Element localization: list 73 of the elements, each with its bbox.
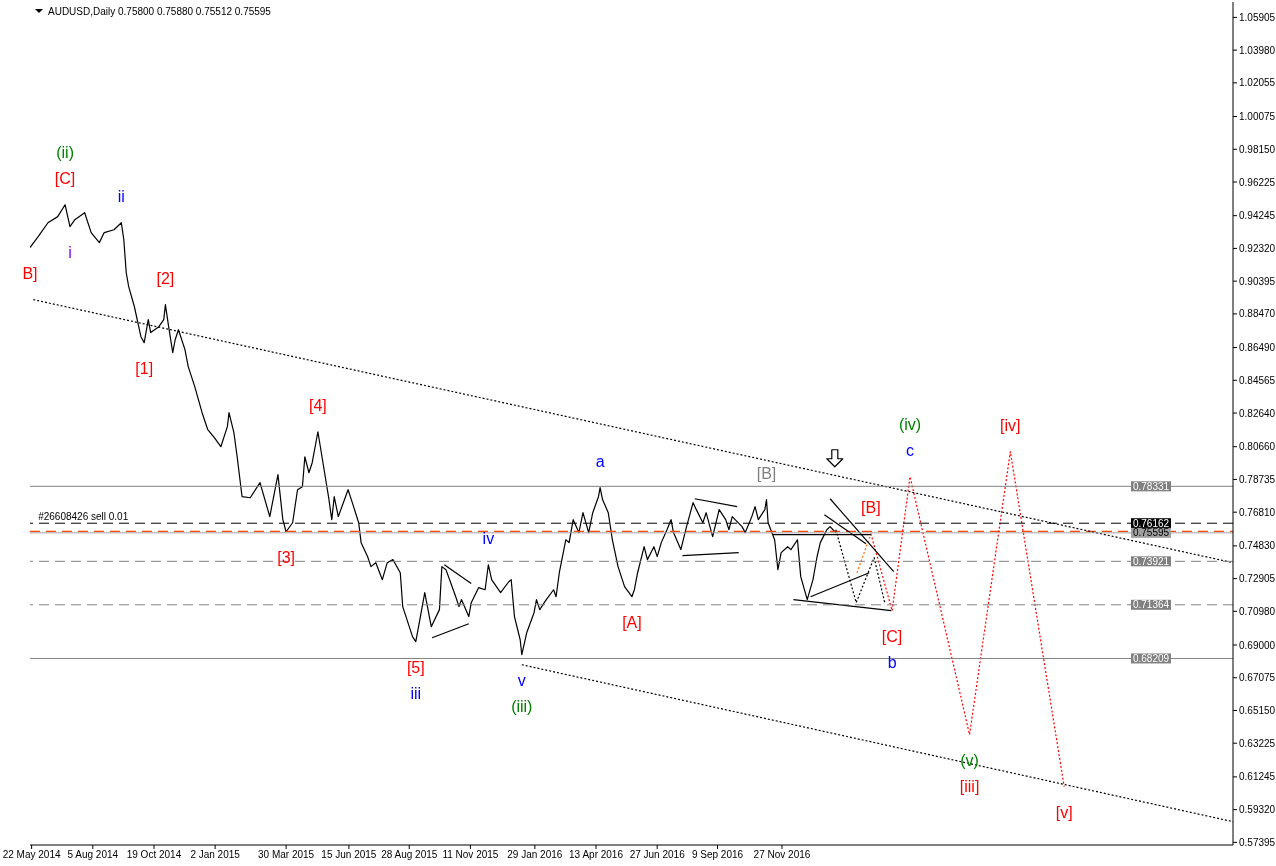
y-tick-label: 1.02055: [1239, 77, 1276, 89]
x-tick-label: 19 Oct 2014: [126, 849, 182, 861]
annotation: v: [517, 672, 526, 690]
y-tick-label: 0.63225: [1239, 737, 1276, 749]
x-tick-label: 27 Nov 2016: [753, 849, 811, 861]
y-tick-label: 0.65150: [1239, 705, 1276, 717]
annotation: [1]: [135, 360, 154, 378]
y-tick-label: 0.57395: [1239, 836, 1276, 848]
annotation: c: [906, 442, 915, 460]
annotation: (v): [960, 752, 979, 770]
y-tick-label: 0.80660: [1239, 441, 1276, 453]
y-tick-label: 0.61245: [1239, 771, 1276, 783]
annotation: [C]: [54, 170, 76, 188]
x-tick-label: 5 Aug 2014: [67, 849, 119, 861]
annotation: [4]: [309, 397, 327, 415]
annotation: ii: [117, 188, 125, 206]
annotation: #26608426 sell 0.01: [38, 511, 129, 523]
y-tick-label: 1.03980: [1239, 44, 1276, 56]
y-tick-label: 0.59320: [1239, 804, 1276, 816]
y-tick-label: 0.78735: [1239, 474, 1276, 485]
y-tick-label: 0.72905: [1239, 573, 1276, 585]
annotation: b: [887, 654, 897, 672]
annotation: (iii): [511, 698, 533, 716]
annotation: iv: [482, 530, 495, 548]
y-tick-label: 0.92320: [1239, 242, 1276, 254]
annotation: (ii): [56, 144, 74, 162]
annotation: [B]: [861, 499, 881, 517]
annotation: [5]: [406, 659, 425, 677]
price-tag: 0.73921: [1131, 555, 1171, 567]
y-tick-label: 1.00075: [1239, 111, 1276, 123]
price-tag: 0.75595: [1131, 527, 1171, 539]
x-tick-label: 30 Mar 2015: [258, 849, 315, 861]
x-tick-label: 29 Jan 2016: [507, 849, 563, 861]
y-tick-label: 1.05905: [1239, 11, 1276, 23]
annotation: [A]: [622, 614, 642, 632]
price-tag: 0.76162: [1131, 517, 1171, 529]
y-tick-label: 0.90395: [1239, 275, 1276, 287]
annotation: B]: [22, 265, 38, 283]
annotation: [v]: [1055, 804, 1073, 822]
annotation: iii: [410, 685, 422, 703]
price-tag: 0.68209: [1131, 652, 1171, 664]
x-tick-label: 9 Sep 2016: [691, 849, 744, 861]
annotation: [2]: [156, 270, 175, 288]
x-tick-label: 13 Apr 2016: [569, 849, 624, 861]
y-tick-label: 0.96225: [1239, 176, 1276, 188]
y-tick-label: 0.88470: [1239, 308, 1276, 320]
chart-title: AUDUSD,Daily 0.75800 0.75880 0.75512 0.75595: [48, 6, 272, 17]
y-tick-label: 0.82640: [1239, 407, 1276, 419]
x-tick-label: 22 May 2014: [2, 849, 61, 861]
y-tick-label: 0.86490: [1239, 342, 1276, 354]
annotation: (iv): [898, 416, 922, 434]
y-tick-label: 0.98150: [1239, 143, 1276, 155]
price-tag: 0.71364: [1131, 599, 1171, 611]
x-tick-label: 15 Jun 2015: [321, 849, 377, 861]
x-tick-label: 2 Jan 2015: [190, 849, 241, 861]
annotation: [C]: [881, 628, 903, 646]
annotation: [iii]: [959, 778, 980, 796]
annotation: [iv]: [1000, 417, 1021, 435]
annotation: [3]: [277, 549, 295, 567]
annotation: a: [595, 453, 605, 471]
y-tick-label: 0.74830: [1239, 540, 1276, 552]
y-tick-label: 0.69000: [1239, 639, 1276, 651]
x-tick-label: 28 Aug 2015: [381, 849, 438, 861]
y-tick-label: 0.94245: [1239, 210, 1276, 222]
x-tick-label: 11 Nov 2015: [442, 849, 499, 861]
y-tick-label: 0.70980: [1239, 605, 1276, 617]
y-tick-label: 0.76810: [1239, 506, 1276, 518]
annotation: [B]: [756, 465, 777, 483]
annotation: i: [68, 244, 72, 262]
price-tag: 0.78331: [1131, 480, 1171, 492]
x-tick-label: 27 Jun 2016: [629, 849, 686, 861]
y-tick-label: 0.84565: [1239, 374, 1276, 386]
y-tick-label: 0.67075: [1239, 672, 1276, 684]
